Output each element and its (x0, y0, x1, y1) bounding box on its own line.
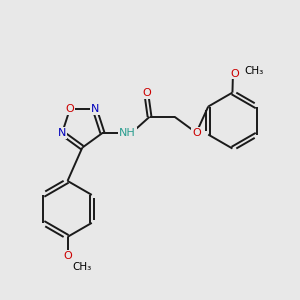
Text: N: N (91, 104, 99, 114)
Text: CH₃: CH₃ (245, 66, 264, 76)
Text: O: O (63, 251, 72, 261)
Text: O: O (230, 68, 239, 79)
Text: O: O (65, 104, 74, 114)
Text: O: O (142, 88, 151, 98)
Text: NH: NH (119, 128, 136, 138)
Text: N: N (58, 128, 66, 138)
Text: O: O (192, 128, 201, 138)
Text: CH₃: CH₃ (72, 262, 91, 272)
